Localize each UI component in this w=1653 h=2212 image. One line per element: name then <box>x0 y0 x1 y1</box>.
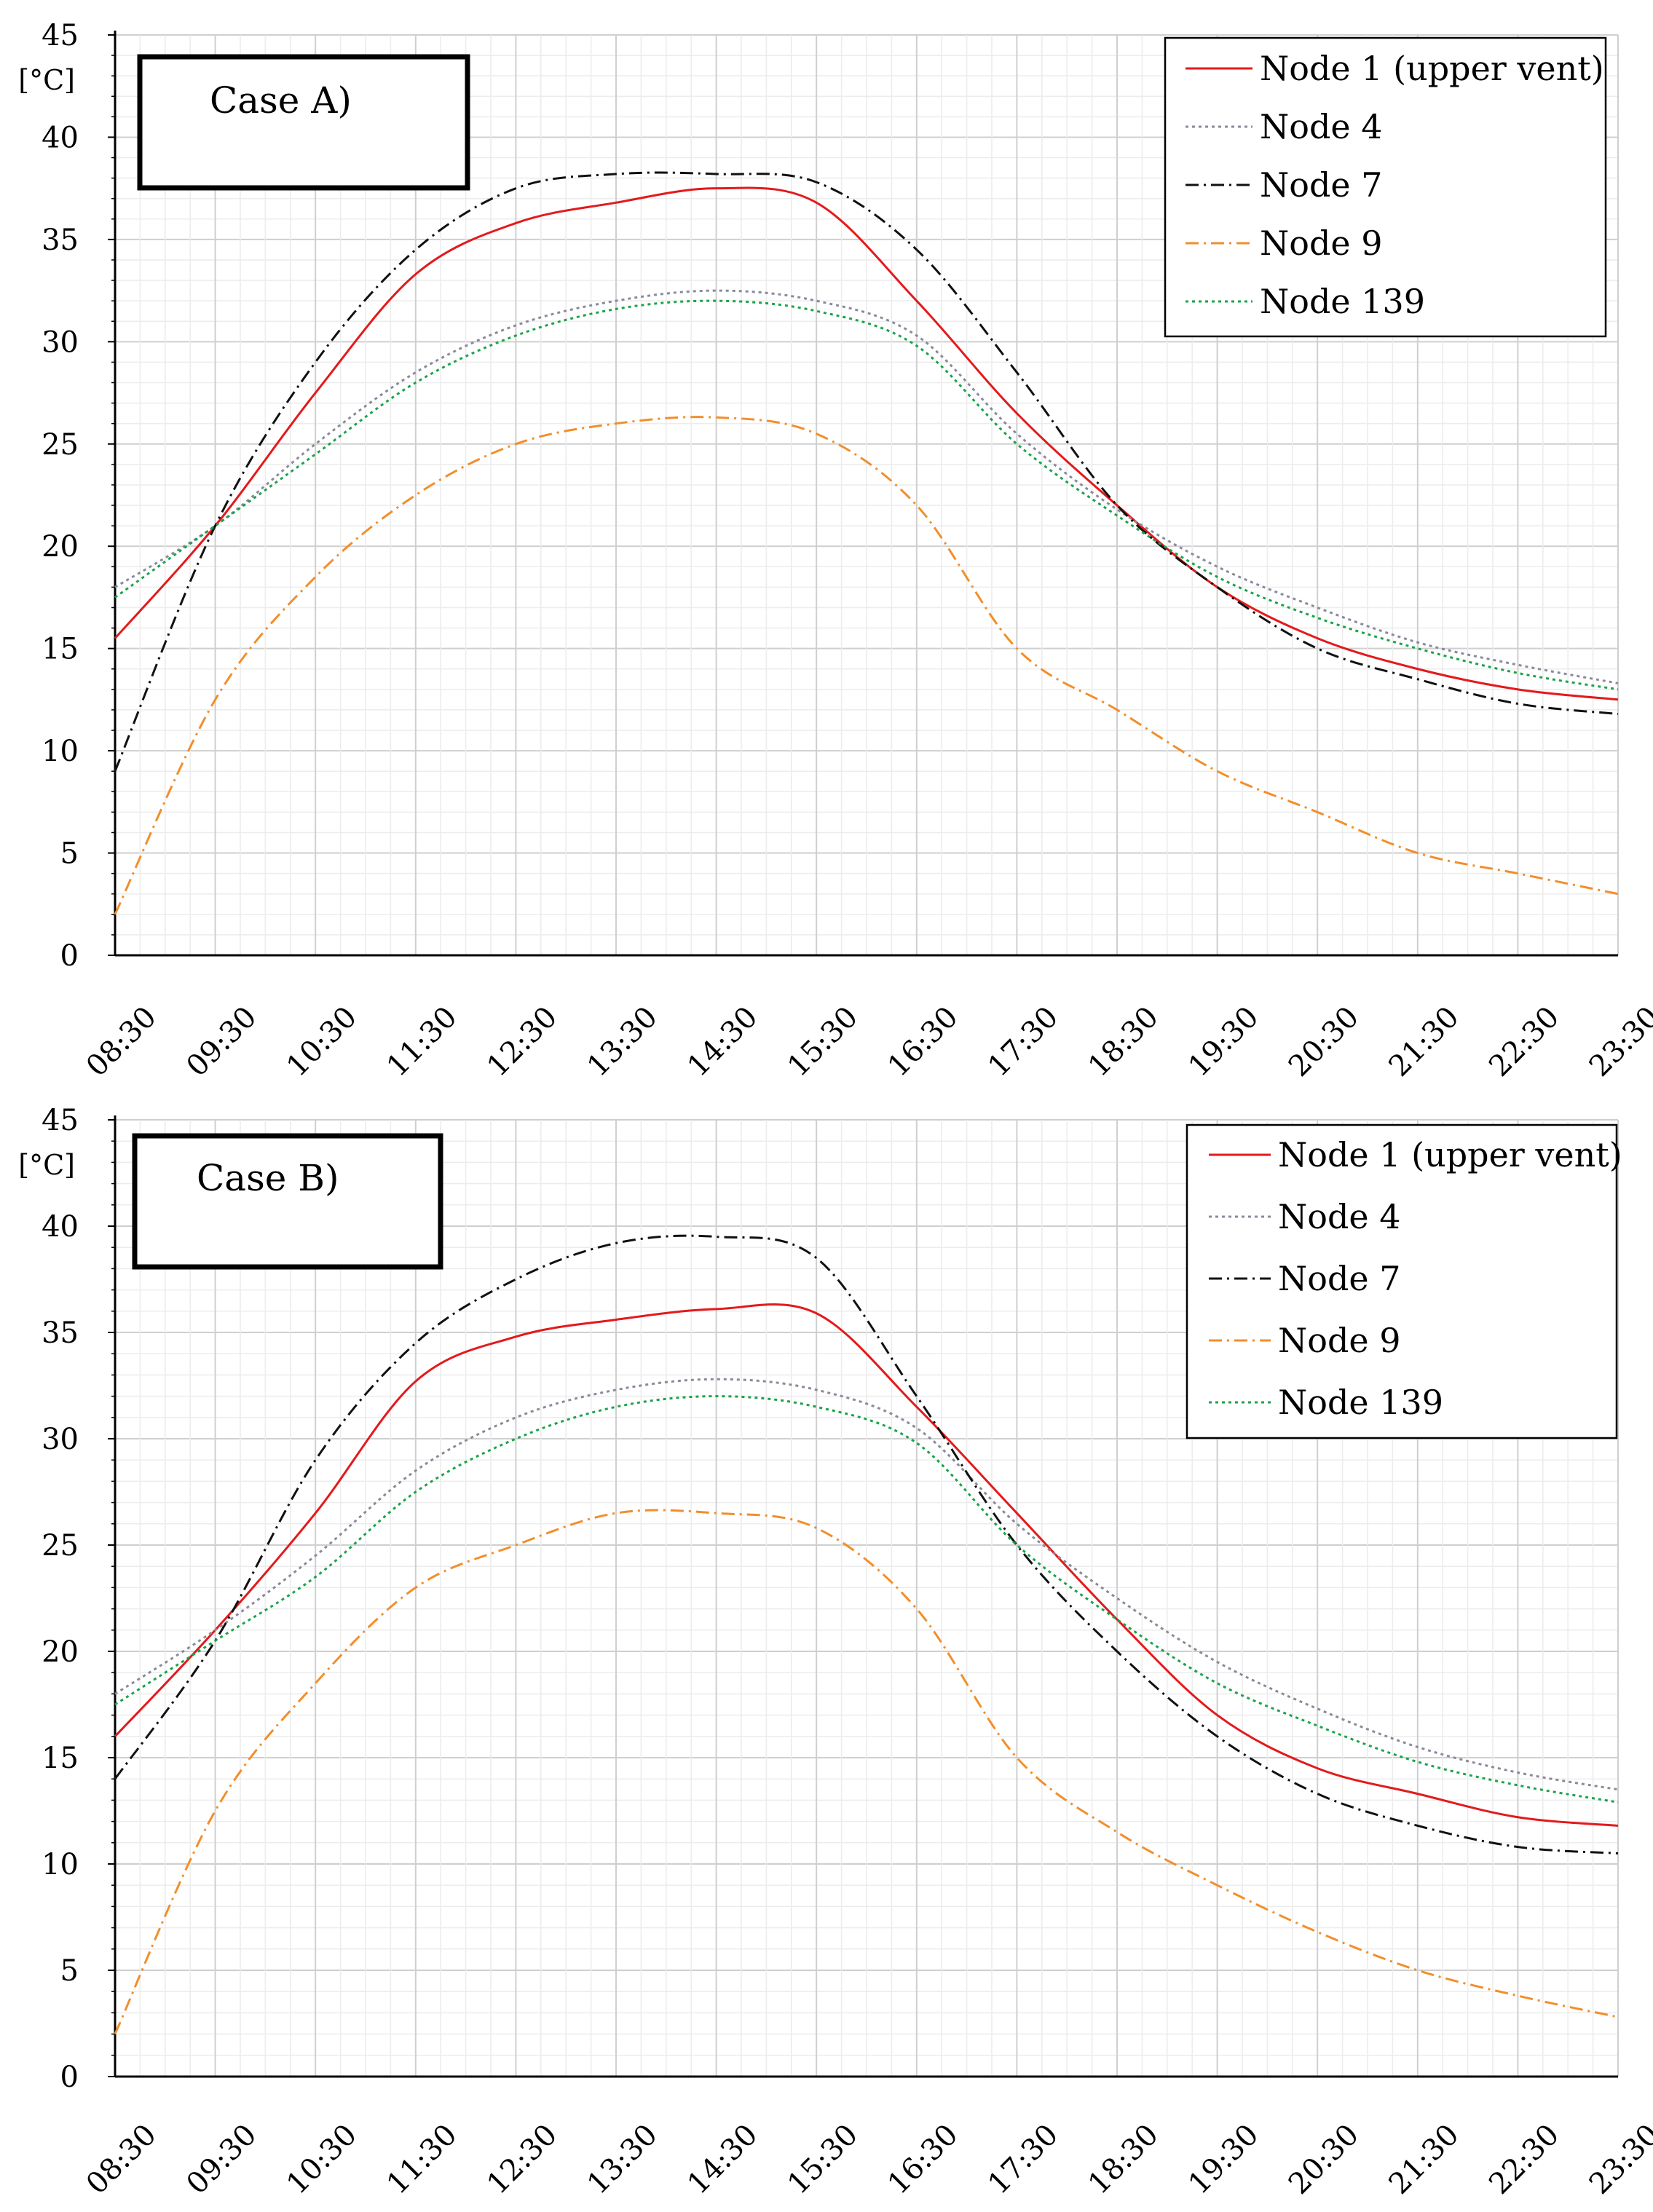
x-tick-label: 08:30 <box>80 2118 163 2201</box>
y-tick-label: 5 <box>60 1954 79 1988</box>
x-tick-label: 13:30 <box>581 1000 664 1083</box>
y-tick-label: 45 <box>42 19 79 52</box>
y-axis-unit-label: [°C] <box>18 1149 75 1181</box>
legend: Node 1 (upper vent) Node 4 Node 7 Node 9 Nod… <box>1185 1123 1622 1439</box>
y-tick-label: 5 <box>60 837 79 871</box>
series-line-node-4 <box>114 289 1619 684</box>
legend-entry-label: Node 139 <box>1278 1383 1443 1422</box>
legend-entry-label: Node 139 <box>1260 282 1425 321</box>
x-tick-label: 21:30 <box>1383 2118 1466 2201</box>
legend-entry-label: Node 9 <box>1278 1321 1401 1360</box>
x-tick-label: 19:30 <box>1182 1000 1265 1083</box>
x-tick-label: 22:30 <box>1483 2118 1566 2201</box>
x-tick-label: 14:30 <box>681 1000 764 1083</box>
x-tick-label: 11:30 <box>381 1000 464 1083</box>
x-tick-label: 22:30 <box>1483 1000 1566 1083</box>
series-line-node-9 <box>114 416 1619 915</box>
series-line-node-9 <box>114 1509 1619 2035</box>
x-tick-label: 18:30 <box>1082 2118 1165 2201</box>
series-line-node-139 <box>114 299 1619 691</box>
x-tick-label: 15:30 <box>781 1000 864 1083</box>
x-tick-label: 16:30 <box>882 1000 965 1083</box>
x-tick-label: 15:30 <box>781 2118 864 2201</box>
x-tick-label: 10:30 <box>280 1000 363 1083</box>
x-tick-label: 08:30 <box>80 1000 163 1083</box>
series-line-node-1-upper-vent <box>114 1303 1619 1827</box>
y-tick-label: 45 <box>42 1104 79 1137</box>
x-tick-label: 16:30 <box>882 2118 965 2201</box>
y-tick-label: 20 <box>42 530 79 564</box>
x-tick-label: 10:30 <box>280 2118 363 2201</box>
series-line-node-7 <box>114 171 1619 772</box>
y-tick-label: 15 <box>42 1742 79 1775</box>
y-tick-label: 40 <box>42 1210 79 1244</box>
x-tick-label: 12:30 <box>481 1000 564 1083</box>
y-tick-label: 0 <box>60 2061 79 2094</box>
y-tick-label: 10 <box>42 735 79 768</box>
case-title: Case A) <box>210 79 352 122</box>
legend-entry-label: Node 4 <box>1260 107 1383 146</box>
y-tick-label: 30 <box>42 1423 79 1456</box>
x-tick-label: 20:30 <box>1282 1000 1365 1083</box>
legend-entry-label: Node 4 <box>1278 1197 1401 1236</box>
chart-panel-case-a: 0 5 10 15 20 25 30 35 40 45 [°C] 08:30 09:30 10:30 11:… <box>18 19 1653 1083</box>
legend-entry-label: Node 7 <box>1260 165 1383 205</box>
legend-entry-label: Node 1 (upper vent) <box>1278 1135 1622 1174</box>
legend-box <box>1185 1123 1618 1439</box>
x-tick-label: 17:30 <box>982 2118 1065 2201</box>
x-tick-label: 14:30 <box>681 2118 764 2201</box>
case-label-box <box>137 54 470 191</box>
series-line-node-1-upper-vent <box>114 186 1619 701</box>
y-tick-label: 20 <box>42 1635 79 1669</box>
x-tick-label: 18:30 <box>1082 1000 1165 1083</box>
series-line-node-7 <box>114 1234 1619 1854</box>
x-tick-label: 11:30 <box>381 2118 464 2201</box>
x-tick-label: 09:30 <box>180 2118 263 2201</box>
legend: Node 1 (upper vent) Node 4 Node 7 Node 9 Nod… <box>1164 36 1607 338</box>
x-tick-label: 23:30 <box>1583 2118 1653 2201</box>
y-tick-label: 40 <box>42 121 79 154</box>
case-label-box <box>132 1133 443 1270</box>
series-line-node-139 <box>114 1395 1619 1804</box>
legend-entry-label: Node 7 <box>1278 1259 1401 1298</box>
x-tick-label: 20:30 <box>1282 2118 1365 2201</box>
y-tick-label: 10 <box>42 1848 79 1881</box>
y-axis-unit-label: [°C] <box>18 64 75 96</box>
legend-entry-label: Node 9 <box>1260 224 1383 263</box>
y-tick-label: 15 <box>42 633 79 666</box>
y-tick-label: 30 <box>42 325 79 359</box>
legend-entry-label: Node 1 (upper vent) <box>1260 49 1604 88</box>
x-tick-label: 09:30 <box>180 1000 263 1083</box>
x-tick-label: 13:30 <box>581 2118 664 2201</box>
x-tick-label: 23:30 <box>1583 1000 1653 1083</box>
case-title: Case B) <box>197 1157 339 1199</box>
x-tick-label: 21:30 <box>1383 1000 1466 1083</box>
y-tick-label: 25 <box>42 1529 79 1563</box>
y-tick-label: 35 <box>42 224 79 257</box>
y-tick-label: 25 <box>42 428 79 462</box>
y-tick-label: 35 <box>42 1316 79 1350</box>
legend-box <box>1164 36 1607 338</box>
x-tick-label: 19:30 <box>1182 2118 1265 2201</box>
x-tick-label: 17:30 <box>982 1000 1065 1083</box>
chart-panel-case-b: 0 5 10 15 20 25 30 35 40 45 [°C] 08:30 09:30 10:30 11:… <box>18 1104 1653 2201</box>
x-tick-label: 12:30 <box>481 2118 564 2201</box>
y-tick-label: 0 <box>60 939 79 973</box>
